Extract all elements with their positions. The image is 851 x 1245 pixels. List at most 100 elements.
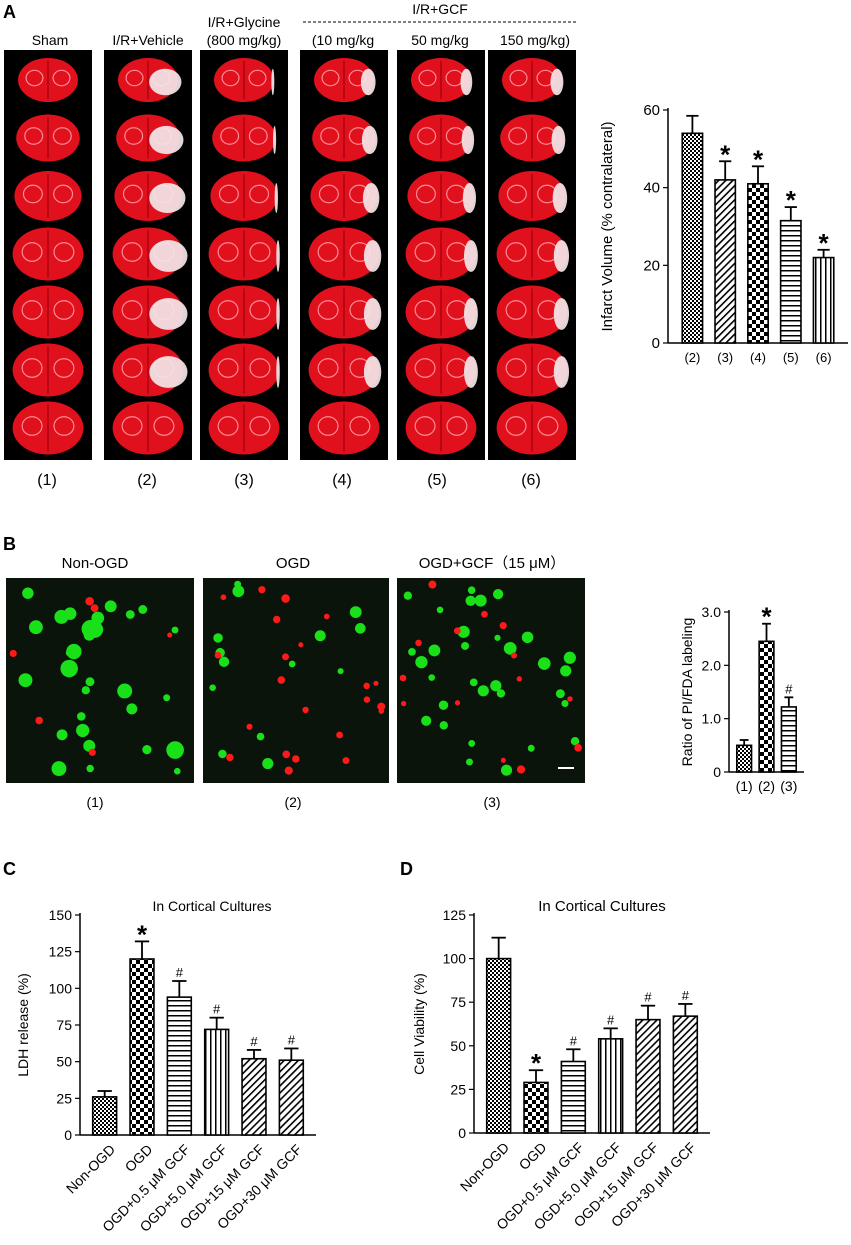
live-cell-green xyxy=(461,641,470,650)
dead-cell-red xyxy=(277,676,286,684)
bar xyxy=(812,256,835,344)
brain-ventricle xyxy=(446,416,468,436)
col-header-2: I/R+Vehicle xyxy=(112,32,183,48)
brain-ventricle xyxy=(414,242,436,262)
dead-cell-red xyxy=(88,748,96,756)
brain-ventricle xyxy=(52,69,71,87)
infarct-lesion xyxy=(460,68,473,96)
chart-title: In Cortical Cultures xyxy=(538,898,666,915)
brain-ventricle xyxy=(320,127,340,145)
brain-ventricle xyxy=(53,242,75,262)
chart-cell-viability: 0 25 50 75 100 125 Cell Viability (%) In Cortic… xyxy=(411,898,710,1233)
infarct-lesion xyxy=(149,240,188,272)
live-cell-green xyxy=(494,634,501,641)
chart-infarct-volume: 0 20 40 60 Infarct Volume (% contralateral) (… xyxy=(599,102,848,365)
live-cell-green xyxy=(83,629,96,641)
infarct-lesion xyxy=(363,298,382,330)
brain-ventricle xyxy=(249,300,271,320)
live-cell-green xyxy=(428,674,436,681)
panel-label-d: D xyxy=(400,859,413,879)
live-cell-green xyxy=(421,715,432,726)
panel-label-c: C xyxy=(3,859,16,879)
live-cell-green xyxy=(428,644,441,657)
brain-ventricle xyxy=(217,416,239,436)
bar xyxy=(241,1057,267,1136)
live-cell-green xyxy=(436,606,444,614)
dead-cell-red xyxy=(220,594,227,601)
dead-cell-red xyxy=(342,757,350,765)
live-cell-green xyxy=(467,586,476,594)
brain-ventricle xyxy=(121,300,143,320)
brain-ventricle xyxy=(221,69,240,87)
brain-ventricle xyxy=(53,416,75,436)
brain-ventricle xyxy=(505,416,527,436)
image-title-1: Non-OGD xyxy=(62,555,129,572)
significance-mark: * xyxy=(720,139,731,169)
infarct-lesion xyxy=(149,68,182,96)
dead-cell-red xyxy=(377,702,386,711)
live-cell-green xyxy=(209,684,216,691)
y-tick-label: 40 xyxy=(643,180,660,197)
live-cell-green xyxy=(126,703,138,715)
live-cell-green xyxy=(29,620,43,635)
bar xyxy=(523,1081,549,1134)
significance-mark: * xyxy=(531,1048,542,1078)
live-cell-green xyxy=(63,607,77,620)
live-cell-green xyxy=(213,633,223,643)
live-cell-green xyxy=(354,623,366,634)
infarct-lesion xyxy=(362,183,380,213)
significance-mark: * xyxy=(761,602,772,632)
dead-cell-red xyxy=(282,750,291,759)
bar xyxy=(681,132,704,344)
significance-mark: * xyxy=(786,185,797,215)
brain-ventricle xyxy=(505,300,527,320)
y-axis-label: LDH release (%) xyxy=(15,973,31,1076)
y-tick-label: 50 xyxy=(56,1054,72,1070)
x-tick-label: Non-OGD xyxy=(63,1141,118,1196)
bar xyxy=(278,1059,305,1136)
live-cell-green xyxy=(18,673,33,688)
dead-cell-red xyxy=(292,755,300,763)
x-tick-label: (5) xyxy=(783,350,799,365)
infarct-lesion xyxy=(552,183,568,213)
dead-cell-red xyxy=(90,604,99,613)
live-cell-green xyxy=(166,741,184,759)
infarct-lesion xyxy=(551,125,566,155)
infarct-lesion xyxy=(553,356,570,388)
significance-mark: # xyxy=(176,965,184,980)
infarct-lesion xyxy=(273,125,277,155)
brain-ventricle xyxy=(505,358,527,378)
col-header-5: 50 mg/kg xyxy=(411,32,469,48)
infarct-lesion xyxy=(274,183,278,213)
dead-cell-red xyxy=(516,676,522,682)
live-cell-green xyxy=(492,589,504,600)
brain-ventricle xyxy=(124,127,144,145)
infarct-lesion xyxy=(462,183,477,213)
live-cell-green xyxy=(81,686,90,695)
brain-ventricle xyxy=(417,127,437,145)
brain-ventricle xyxy=(415,184,436,204)
col-header-4: (10 mg/kg xyxy=(312,32,374,48)
y-tick-label: 1.0 xyxy=(702,711,722,727)
significance-mark: # xyxy=(644,990,652,1005)
brain-ventricle xyxy=(317,300,339,320)
live-cell-green xyxy=(22,587,34,599)
bar xyxy=(747,182,769,344)
live-cell-green xyxy=(171,626,179,634)
live-cell-green xyxy=(490,680,502,692)
brain-ventricle xyxy=(318,184,339,204)
live-cell-green xyxy=(496,689,506,698)
brain-ventricle xyxy=(248,127,268,145)
infarct-lesion xyxy=(363,240,382,272)
live-cell-green xyxy=(125,610,135,619)
group-header-gcf: I/R+GCF xyxy=(412,1,468,17)
brain-ventricle xyxy=(506,184,527,204)
bar xyxy=(672,1015,699,1134)
col-header-3-line2: (800 mg/kg) xyxy=(207,32,282,48)
y-tick-label: 100 xyxy=(49,980,73,996)
fluorescence-image-1 xyxy=(6,578,194,783)
live-cell-green xyxy=(218,656,230,668)
brain-ventricle xyxy=(321,69,340,87)
live-cell-green xyxy=(570,736,580,746)
